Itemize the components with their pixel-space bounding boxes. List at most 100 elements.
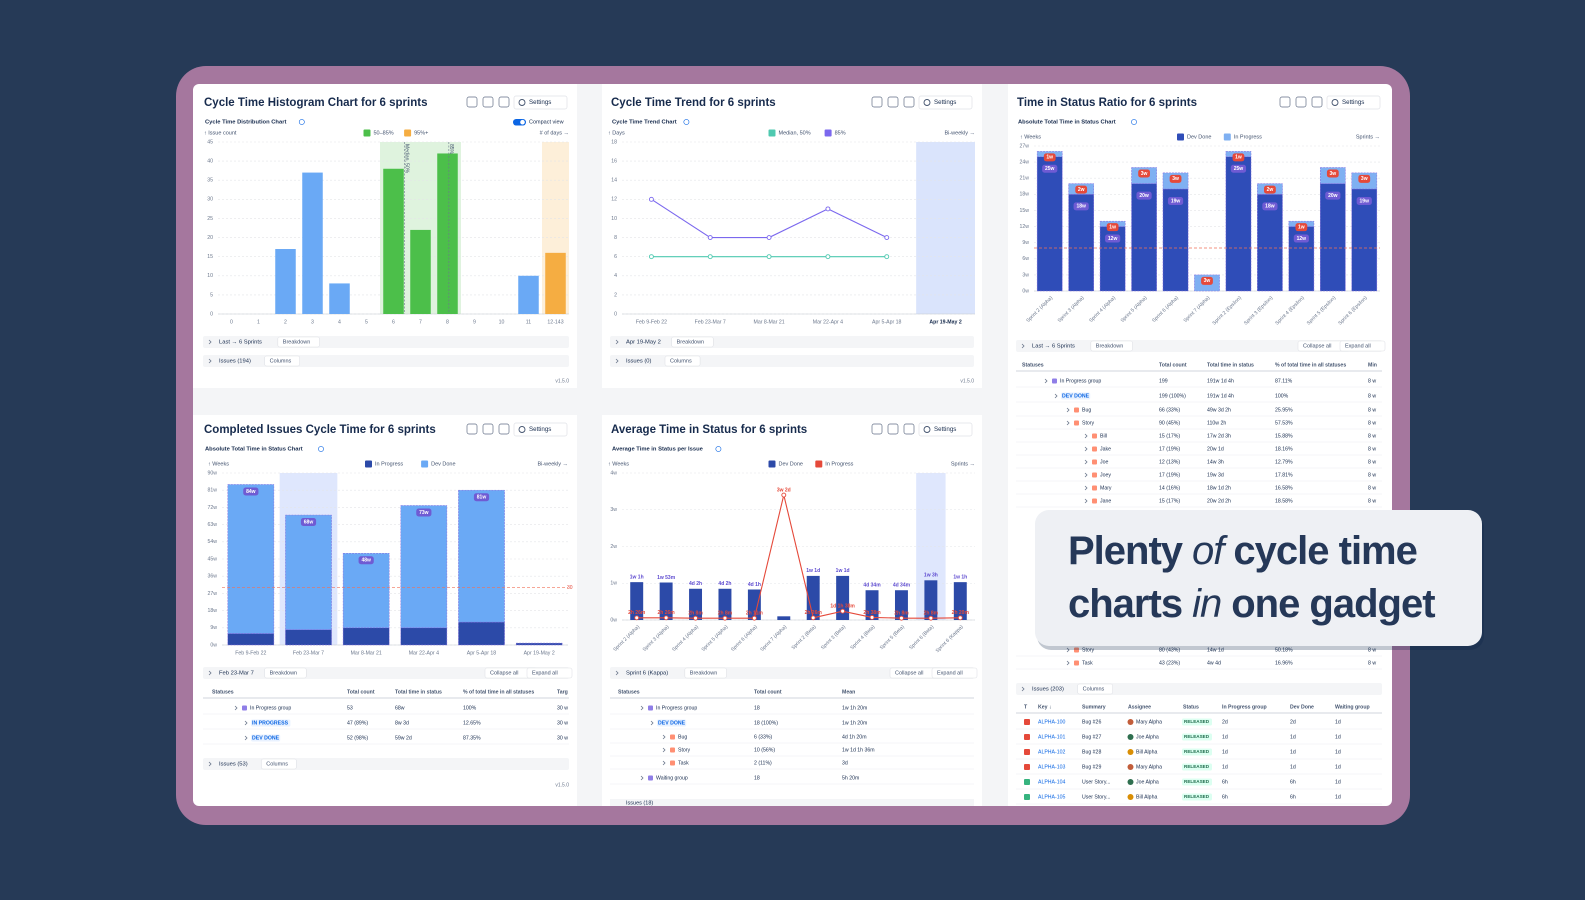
filter-row [203, 355, 569, 367]
icon-button [1295, 96, 1307, 108]
y-tick-label: 24w [1019, 159, 1029, 165]
cell: 6h [1290, 794, 1296, 800]
value-label: 2h 8m [718, 610, 733, 616]
button-label: Columns [1083, 686, 1105, 692]
bar-segment [1162, 188, 1189, 292]
y-tick-label: 54w [207, 539, 217, 545]
value-label-pill [1356, 196, 1372, 205]
value-label: 19w [1171, 198, 1181, 204]
bar-segment [1257, 194, 1283, 292]
value-label-pill [1073, 202, 1089, 211]
y-tick-label: 35 [207, 178, 213, 184]
cell: 2 (11%) [754, 760, 772, 766]
bar [718, 588, 732, 620]
value-label: 4d 2h [718, 581, 731, 587]
cell: 30 w [557, 705, 568, 711]
column-header: Min [1368, 362, 1377, 368]
cell: 1d [1335, 719, 1341, 725]
legend-swatch [363, 129, 371, 137]
x-tick-label: 3 [311, 319, 314, 325]
button [264, 667, 307, 679]
y-tick-label: 3w [1022, 272, 1029, 278]
cell: 1d [1222, 749, 1228, 755]
value-label: 2h 38m [863, 610, 881, 616]
column-header: Total time in status [1207, 362, 1254, 368]
cell: Jake [1100, 446, 1111, 452]
chevron [208, 339, 212, 345]
y-tick-label: 45w [207, 556, 217, 562]
cell: 18 [754, 705, 760, 711]
chevron [244, 735, 248, 741]
value-label: 2h 11m [746, 610, 764, 616]
x-tick-label: 2 [284, 319, 287, 325]
status-pill [251, 734, 281, 742]
status: RELEASED [1184, 734, 1210, 739]
value-label-pill [1295, 223, 1308, 232]
filter-row [203, 758, 569, 770]
issue-type-icon [1024, 764, 1030, 770]
y-tick-label: 4 [614, 273, 617, 279]
cell: 18 [754, 775, 760, 781]
y-tick-label: 72w [207, 505, 217, 511]
bar-segment [1068, 194, 1095, 292]
y-tick-label: 4w [610, 470, 617, 476]
status-icon [1092, 446, 1097, 452]
status-pill [1061, 392, 1091, 400]
value-label: 12w [1108, 236, 1118, 242]
cell: Task [1082, 660, 1093, 666]
value-label: 1w [1046, 155, 1053, 161]
issue-type-icon [1024, 749, 1030, 755]
chevron [640, 705, 644, 711]
x-tick-label: 6 [392, 319, 395, 325]
y-tick-label: 20 [207, 235, 213, 241]
settings-label: Settings [529, 99, 551, 106]
y-tick-label: 0w [210, 642, 217, 648]
bar-segment [342, 627, 390, 646]
cell: 12.65% [463, 720, 481, 726]
chevron [662, 747, 666, 753]
point [751, 615, 757, 621]
column-header: Waiting group [1335, 704, 1370, 710]
filter-label: Last → 6 Sprints [1032, 344, 1075, 350]
cell: 1d [1290, 734, 1296, 740]
point [825, 206, 831, 212]
settings-button [918, 95, 973, 110]
chevron [244, 720, 248, 726]
y-tick-label: 9w [210, 625, 217, 631]
value-label-pill [1358, 174, 1371, 183]
x-tick-label: Apr 5-Apr 18 [872, 319, 902, 325]
avatar [1127, 719, 1134, 725]
cell: 199 (100%) [1159, 393, 1186, 399]
icon-button [482, 96, 494, 108]
cell: In Progress group [656, 705, 697, 711]
cell: ALPHA-100 [1038, 719, 1066, 725]
y-tick-label: 3w [610, 507, 617, 513]
bar-segment [1036, 156, 1063, 292]
cell: 8 w [1368, 472, 1376, 478]
y-tick-label: 10 [207, 273, 213, 279]
bar-segment [400, 505, 448, 629]
button-label: Columns [266, 761, 288, 767]
value-label: 73w [419, 510, 429, 516]
status-icon [1092, 498, 1097, 504]
x-tick-label: Feb 23-Mar 7 [293, 650, 324, 656]
panel-title: Average Time in Status for 6 sprints [611, 424, 807, 436]
cell: 66 (33%) [1159, 407, 1180, 413]
button-label: Columns [670, 358, 692, 364]
cell: 4d 1h 20m [842, 734, 867, 740]
y-tick-label: 0 [210, 311, 213, 317]
status-icon [670, 760, 675, 766]
filter-label: Apr 19-May 2 [626, 340, 661, 346]
cell: 50.18% [1275, 647, 1293, 653]
button [277, 336, 320, 348]
column-header: Status [1183, 704, 1199, 710]
y-tick-label: 1w [610, 581, 617, 587]
toggle-label: Compact view [529, 119, 564, 125]
filter-label: Feb 23-Mar 7 [219, 671, 254, 677]
cell: 1d [1335, 764, 1341, 770]
point [928, 615, 934, 621]
legend-label: Dev Done [779, 461, 803, 467]
status-icon [648, 705, 653, 711]
info-icon [715, 446, 722, 452]
bar-segment [227, 633, 275, 646]
